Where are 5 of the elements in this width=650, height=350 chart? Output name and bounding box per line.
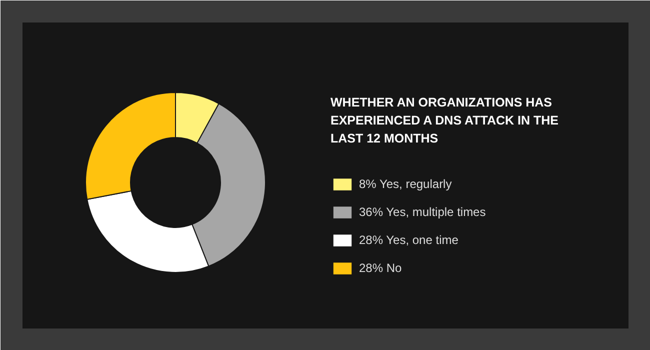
text: WHETHER AN ORGANIZATIONS HAS EXPERIENCED A DNS ATTACK IN THE LAST 12 MONTHS [330,96,559,146]
legend-label: 36% Yes, multiple times [359,205,486,219]
legend-label: 28% Yes, one time [359,233,458,247]
legend-label: 28% No [359,261,402,275]
legend-label: 8% Yes, regularly [359,177,452,191]
